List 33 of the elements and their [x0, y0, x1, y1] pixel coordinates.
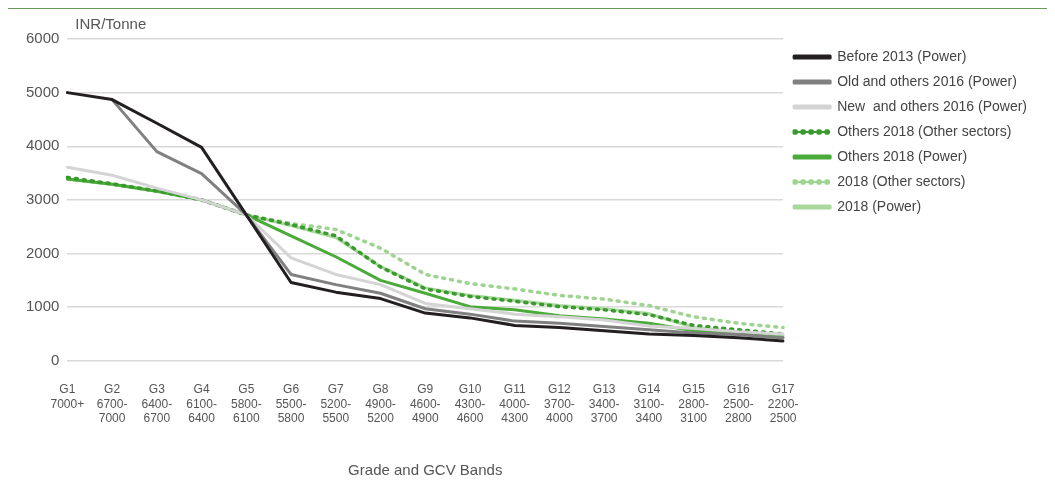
- y-tick-label: 6000: [25, 29, 60, 47]
- x-tick-label: G4 6100- 6400: [186, 382, 217, 426]
- legend-label: 2018 (Other sectors): [837, 172, 966, 189]
- legend-label: Others 2018 (Power): [837, 147, 968, 164]
- y-tick-label: 3000: [25, 190, 60, 208]
- y-tick-label: 5000: [25, 82, 60, 100]
- x-tick-label: G15 2800- 3100: [678, 382, 710, 426]
- x-tick-label: G2 6700- 7000: [96, 382, 128, 426]
- x-tick-label: G8 4900- 5200: [365, 382, 396, 426]
- x-tick-label: G7 5200- 5500: [320, 382, 352, 426]
- x-tick-label: G5 5800- 6100: [230, 382, 262, 426]
- x-tick-label: G12 3700- 4000: [544, 382, 575, 426]
- y-tick-label: 0: [51, 350, 60, 368]
- x-tick-label: G17 2200- 2500: [767, 382, 799, 426]
- x-tick-label: G14 3100- 3400: [633, 382, 665, 426]
- x-tick-label: G1 7000+: [50, 382, 85, 411]
- y-tick-label: 1000: [25, 297, 60, 315]
- legend-label: New and others 2016 (Power): [837, 97, 1027, 114]
- legend-label: Before 2013 (Power): [837, 47, 967, 64]
- y-axis-title: INR/Tonne: [75, 15, 147, 33]
- x-tick-label: G11 4000- 4300: [499, 382, 531, 426]
- legend-label: 2018 (Power): [837, 197, 922, 214]
- y-tick-label: 4000: [25, 136, 60, 154]
- x-tick-label: G13 3400- 3700: [588, 382, 620, 426]
- x-tick-label: G10 4300- 4600: [454, 382, 486, 426]
- legend-label: Old and others 2016 (Power): [837, 72, 1017, 89]
- x-axis-title: Grade and GCV Bands: [348, 461, 503, 479]
- x-tick-label: G3 6400- 6700: [141, 382, 173, 426]
- x-tick-label: G16 2500- 2800: [723, 382, 754, 426]
- legend-label: Others 2018 (Other sectors): [837, 122, 1012, 139]
- y-tick-label: 2000: [25, 243, 60, 261]
- x-tick-label: G9 4600- 4900: [409, 382, 441, 426]
- x-tick-label: G6 5500- 5800: [275, 382, 307, 426]
